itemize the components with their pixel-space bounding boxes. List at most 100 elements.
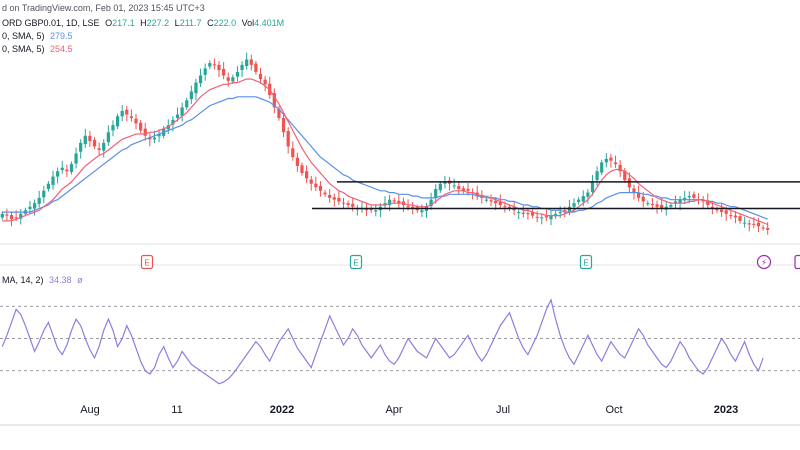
candle-body [687,196,691,198]
candle [351,197,355,212]
candle [341,197,346,210]
candle-body [549,215,553,220]
candle-body [577,199,581,202]
candle [590,174,595,196]
candle-body [600,162,604,173]
candle [530,209,535,219]
candle-body [111,125,115,131]
event-marker-partial[interactable] [794,254,800,270]
candle [249,54,253,71]
candle-body [102,142,106,151]
candle-body [51,176,55,185]
earnings-marker[interactable]: E [579,254,593,270]
candle [618,160,622,178]
candle [235,66,240,82]
candle [364,203,369,217]
candle-body [88,135,92,142]
rsi-value: 34.38 [49,275,72,285]
candle [600,159,604,176]
published-text: d on TradingView.com, Feb 01, 2023 15:45… [2,3,205,13]
candle-body [189,91,193,100]
candle-body [484,199,489,201]
candle-body [0,213,4,218]
candle-body [507,206,512,209]
candle-body [503,206,507,208]
candle-body [374,210,378,212]
earnings-marker[interactable]: E [349,254,363,270]
candle-body [392,200,396,202]
candle-body [747,223,751,225]
ma-fast-legend: 0, SMA, 5) 279.5 [2,31,73,41]
candle [743,216,747,228]
candle-body [125,109,129,115]
candle [756,217,761,233]
candle-body [222,68,226,76]
candle [194,78,198,101]
candle [65,164,69,178]
candle-body [318,185,323,191]
candle [383,196,387,210]
candle-body [613,162,618,165]
candle-body [489,200,493,202]
ma-slow-label: 0, SMA, 5) [2,44,45,54]
candle [300,162,304,176]
candle [438,181,442,193]
candle-body [641,196,645,202]
candle-body [733,215,738,218]
candle-body [212,64,217,66]
candle-body [636,192,641,198]
candle-body [457,186,461,190]
candle [157,129,161,143]
candle [701,195,705,209]
candle-body [706,200,710,205]
candle-body [323,192,327,195]
candle-body [517,212,521,214]
candle [719,203,724,217]
candle-body [245,59,249,67]
candle-body [152,137,157,140]
candle-body [586,192,590,197]
candle-body [337,197,341,202]
candle-body [461,188,465,191]
candle [56,167,60,184]
candle-body [194,82,198,94]
price-panel [0,52,800,266]
dividend-marker[interactable]: ⚡ [756,254,772,270]
candle-body [766,228,770,230]
candle [198,68,203,87]
high-label: H [140,18,147,28]
candle-body [9,214,14,220]
x-tick-label: Jul [496,404,510,416]
candle-body [295,157,300,166]
candle [115,113,120,130]
candle [69,161,74,175]
candle-body [572,203,576,207]
candle-body [46,183,51,189]
candle [272,88,276,114]
candle [254,60,258,75]
candle [258,67,263,84]
candle-body [544,216,548,218]
ma-slow-value: 254.5 [50,44,73,54]
candle [314,176,318,191]
candle-body [498,201,502,205]
candle [517,208,521,220]
open-label: O [105,18,113,28]
candle-body [263,79,267,85]
candle-body [175,114,180,118]
open-value: 217.1 [112,18,135,28]
candle-body [5,214,9,216]
candle [461,185,465,194]
candle [286,127,290,154]
candle [475,185,479,200]
earnings-marker[interactable]: E [140,254,154,270]
candle [374,204,378,217]
candle-body [249,59,253,65]
candle-body [627,178,631,188]
earnings-glyph: E [353,259,358,268]
candle-body [226,77,230,81]
candle-body [701,199,705,202]
candle [268,76,272,99]
events-row: E E E ⚡ [140,254,800,270]
